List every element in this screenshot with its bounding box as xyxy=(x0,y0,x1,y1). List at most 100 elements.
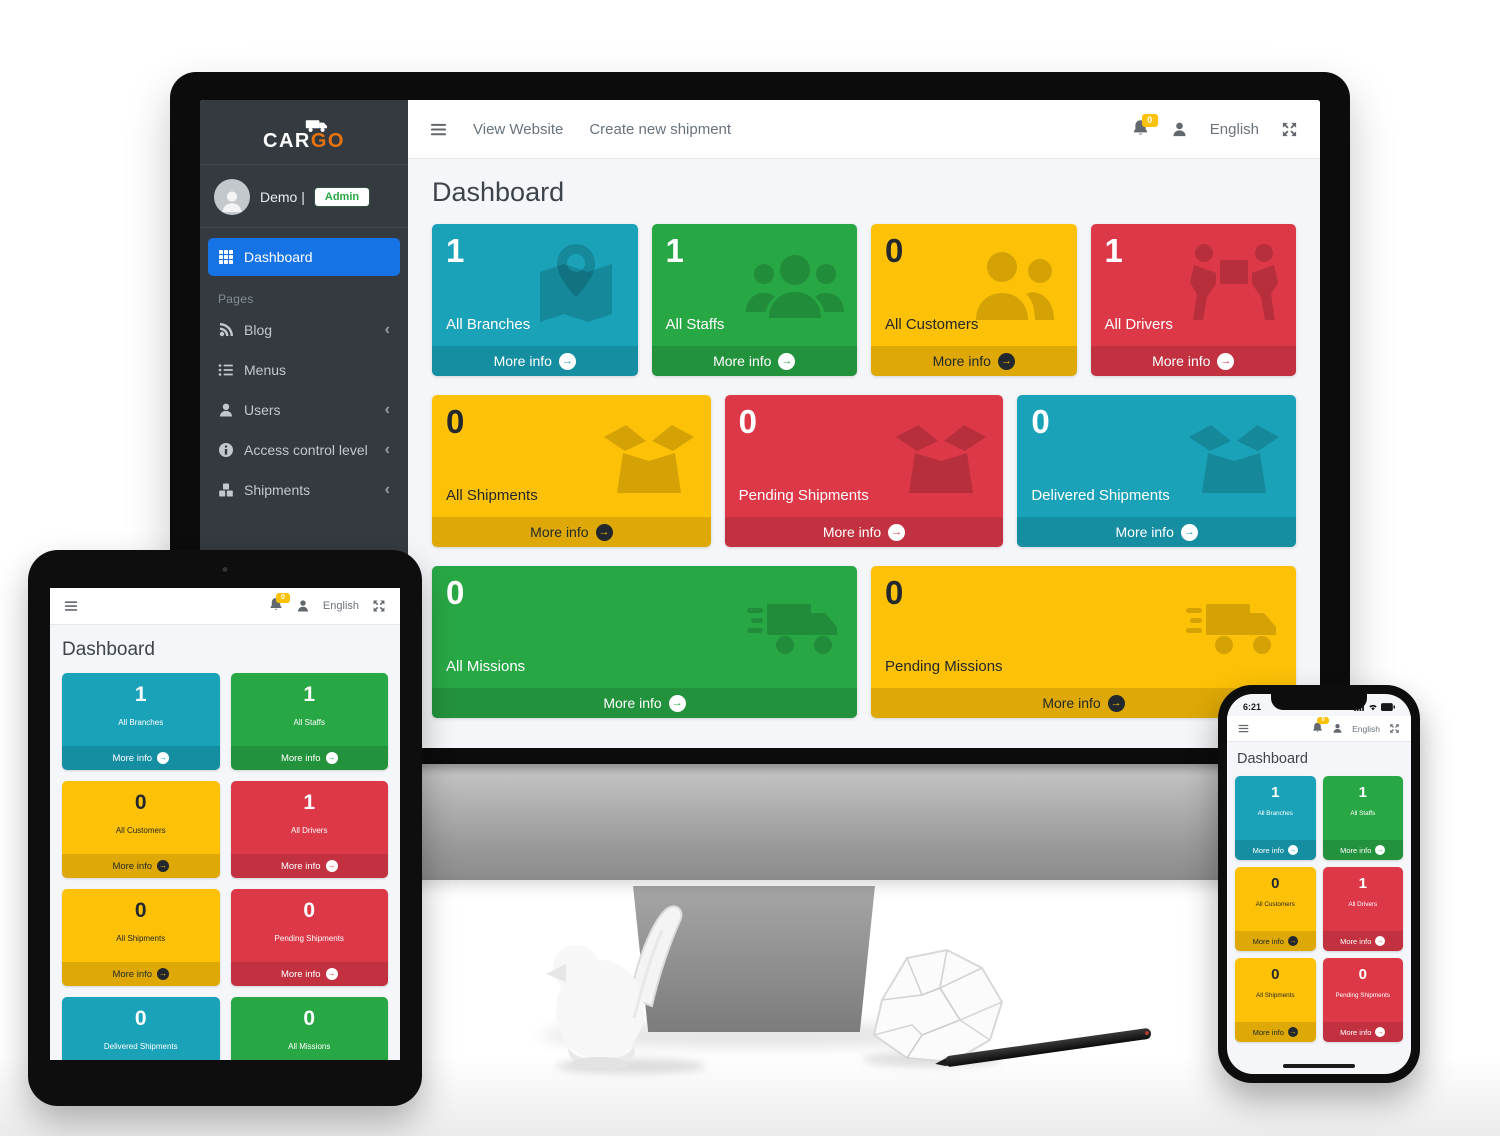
stat-card-pending-missions: 0 Pending Missions More info xyxy=(871,566,1296,718)
language-selector[interactable]: English xyxy=(322,600,359,612)
tablet-topbar-right: 0 English xyxy=(269,592,386,616)
more-info-link[interactable]: More info xyxy=(230,854,388,878)
stat-card-all-branches: 1 All Branches More info xyxy=(1235,776,1316,860)
stat-card-all-staffs: 1 All Staffs More info xyxy=(651,224,857,376)
chevron-left-icon xyxy=(385,401,390,419)
more-info-link[interactable]: More info xyxy=(432,346,638,376)
more-info-link[interactable]: More info xyxy=(1235,1022,1316,1042)
arrow-circle-right-icon xyxy=(997,352,1015,370)
more-info-link[interactable]: More info xyxy=(871,688,1296,718)
language-selector[interactable]: English xyxy=(1209,120,1259,138)
sidebar-item-blog[interactable]: Blog xyxy=(208,310,400,350)
fullscreen-icon[interactable] xyxy=(372,599,386,613)
more-info-link[interactable]: More info xyxy=(1322,840,1403,860)
stat-card-delivered-shipments: 0 Delivered Shipments More info xyxy=(62,997,220,1060)
stat-card-all-customers: 0 All Customers More info xyxy=(1235,867,1316,951)
more-info-link[interactable]: More info xyxy=(1235,840,1316,860)
battery-icon xyxy=(1381,703,1395,711)
home-indicator[interactable] xyxy=(1283,1064,1355,1068)
phone-status-bar: 6:21 xyxy=(1227,694,1411,716)
brand-logo[interactable]: CARGO xyxy=(200,100,408,165)
arrow-circle-right-icon xyxy=(325,968,338,980)
more-info-link[interactable]: More info xyxy=(62,746,220,770)
brand-part1: CAR xyxy=(263,130,311,152)
box-open-icon xyxy=(891,409,991,503)
arrow-circle-right-icon xyxy=(1287,1027,1298,1037)
hamburger-menu-icon[interactable] xyxy=(430,121,447,138)
blog-icon xyxy=(218,322,234,338)
arrow-circle-right-icon xyxy=(1287,845,1298,855)
stat-card-all-shipments: 0 All Shipments More info xyxy=(432,395,711,547)
arrow-circle-right-icon xyxy=(558,352,576,370)
sidebar-item-dashboard[interactable]: Dashboard xyxy=(208,238,400,276)
phone-content: Dashboard 1 All Branches More info 1 All… xyxy=(1227,742,1411,1042)
user-menu-icon[interactable] xyxy=(1332,723,1343,734)
arrow-circle-right-icon xyxy=(157,860,170,872)
tablet-device: 0 English Dashboard 1 All Branches More … xyxy=(28,550,422,1106)
users-group-icon xyxy=(745,238,845,332)
stat-card-all-shipments: 0 All Shipments More info xyxy=(1235,958,1316,1042)
stat-card-delivered-shipments: 0 Delivered Shipments More info xyxy=(1017,395,1297,547)
arrow-circle-right-icon xyxy=(668,694,686,712)
main-area: View Website Create new shipment 0 Engli… xyxy=(408,100,1320,748)
topbar: View Website Create new shipment 0 Engli… xyxy=(408,100,1320,159)
page-title: Dashboard xyxy=(1237,751,1308,767)
avatar[interactable] xyxy=(214,179,250,215)
notification-badge: 0 xyxy=(1317,716,1330,724)
sidebar-nav: Dashboard Pages Blog Menus xyxy=(200,228,408,520)
crumpled-paper xyxy=(872,948,1004,1064)
more-info-link[interactable]: More info xyxy=(432,517,711,547)
info-circle-icon xyxy=(218,442,234,458)
more-info-link[interactable]: More info xyxy=(724,517,1004,547)
arrow-circle-right-icon xyxy=(325,752,338,764)
card-row-1: 1 All Branches More info 1 All Staffs Mo… xyxy=(432,224,1296,376)
hamburger-menu-icon[interactable] xyxy=(1238,723,1249,734)
arrow-circle-right-icon xyxy=(1287,936,1298,946)
phone-card-grid: 1 All Branches More info 1 All Staffs Mo… xyxy=(1235,776,1403,1042)
more-info-link[interactable]: More info xyxy=(1090,346,1296,376)
sidebar-item-shipments[interactable]: Shipments xyxy=(208,470,400,510)
dashboard-grid-icon xyxy=(218,249,234,265)
create-shipment-link[interactable]: Create new shipment xyxy=(589,120,732,138)
stat-card-all-branches: 1 All Branches More info xyxy=(62,673,220,770)
role-badge: Admin xyxy=(314,188,370,206)
more-info-link[interactable]: More info xyxy=(432,688,857,718)
hamburger-menu-icon[interactable] xyxy=(64,599,78,613)
stat-card-all-customers: 0 All Customers More info xyxy=(62,781,220,878)
fullscreen-icon[interactable] xyxy=(1281,121,1298,138)
more-info-link[interactable]: More info xyxy=(651,346,857,376)
notifications-button[interactable]: 0 xyxy=(1132,113,1158,140)
desktop-monitor: CARGO Demo | Admin Dashboard xyxy=(170,72,1350,880)
sidebar-item-users[interactable]: Users xyxy=(208,390,400,430)
user-menu-icon[interactable] xyxy=(296,599,310,613)
more-info-link[interactable]: More info xyxy=(62,962,220,986)
more-info-link[interactable]: More info xyxy=(1235,931,1316,951)
user-menu-icon[interactable] xyxy=(1171,121,1188,138)
more-info-link[interactable]: More info xyxy=(871,346,1077,376)
stat-card-all-drivers: 1 All Drivers More info xyxy=(1322,867,1403,951)
bird-figurine xyxy=(546,905,683,1071)
chevron-left-icon xyxy=(385,321,390,339)
language-selector[interactable]: English xyxy=(1352,723,1380,734)
notification-badge: 0 xyxy=(275,592,290,604)
box-open-icon xyxy=(599,409,699,503)
more-info-link[interactable]: More info xyxy=(1322,931,1403,951)
sidebar-item-menus[interactable]: Menus xyxy=(208,350,400,390)
sidebar-item-access-control[interactable]: Access control level xyxy=(208,430,400,470)
more-info-link[interactable]: More info xyxy=(230,962,388,986)
more-info-link[interactable]: More info xyxy=(1322,1022,1403,1042)
notifications-button[interactable]: 0 xyxy=(269,592,290,616)
phone-topbar: 0 English xyxy=(1227,716,1411,742)
user-friends-icon xyxy=(965,238,1065,332)
map-marked-icon xyxy=(526,238,626,332)
more-info-link[interactable]: More info xyxy=(1017,517,1297,547)
arrow-circle-right-icon xyxy=(1375,845,1386,855)
notifications-button[interactable]: 0 xyxy=(1312,716,1330,738)
view-website-link[interactable]: View Website xyxy=(473,120,564,138)
user-panel: Demo | Admin xyxy=(200,165,408,228)
more-info-link[interactable]: More info xyxy=(230,746,388,770)
chevron-left-icon xyxy=(385,441,390,459)
menus-list-icon xyxy=(218,362,234,378)
fullscreen-icon[interactable] xyxy=(1389,723,1400,734)
more-info-link[interactable]: More info xyxy=(62,854,220,878)
